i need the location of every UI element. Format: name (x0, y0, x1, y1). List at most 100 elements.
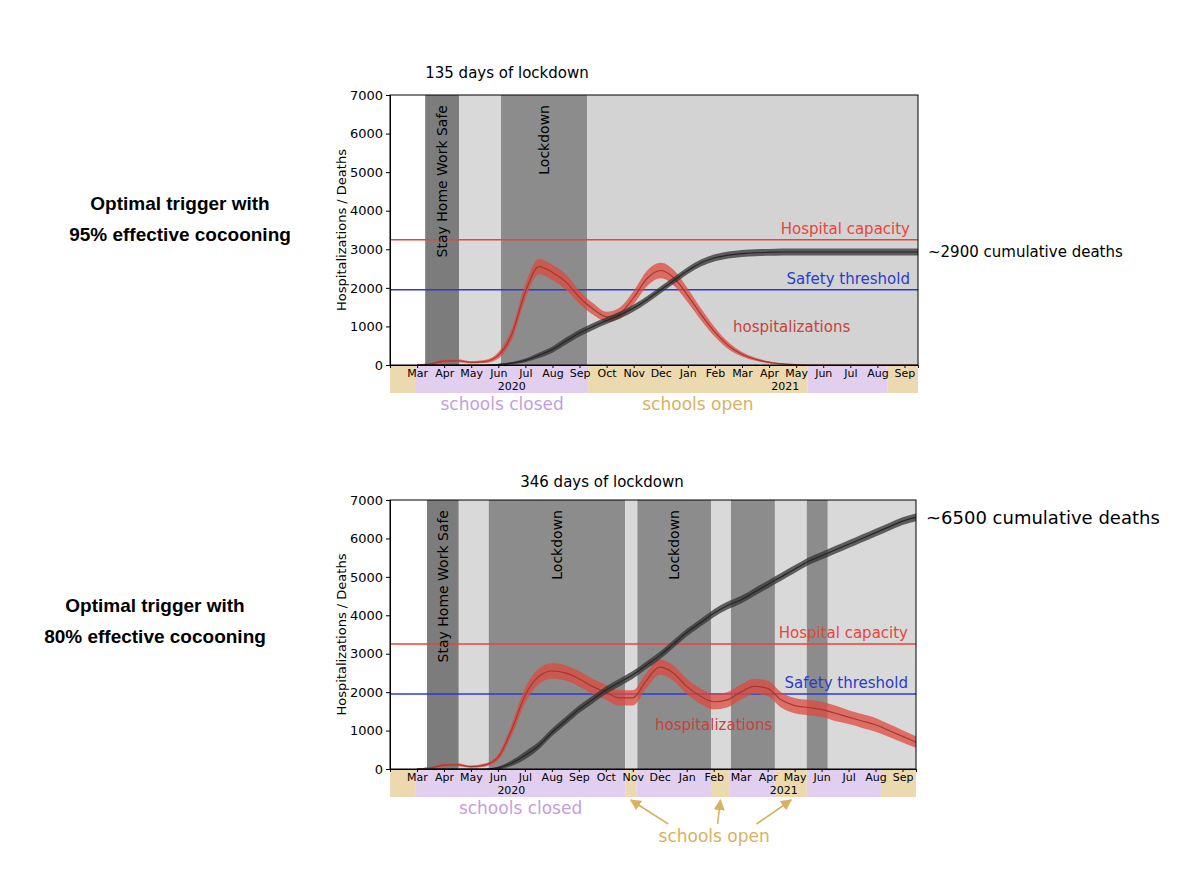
y-tick-label: 7000 (350, 88, 383, 103)
reference-label: Safety threshold (785, 674, 908, 692)
x-tick-label: Jun (812, 771, 830, 784)
reference-line (390, 643, 916, 645)
x-tick: Sep (570, 365, 591, 380)
x-tick: Apr (435, 365, 455, 380)
plot-background (390, 500, 916, 769)
y-tick: 4000 (350, 203, 390, 218)
x-tick-label: Jul (841, 771, 855, 784)
x-tick-label: Oct (597, 771, 617, 784)
period (587, 95, 918, 365)
y-tick-mark (386, 731, 390, 732)
x-tick-label: Jul (518, 771, 532, 784)
x-tick: Jun (489, 769, 507, 784)
series-band (417, 249, 918, 365)
x-tick-label: Aug (867, 367, 888, 380)
school-arrow (757, 800, 792, 824)
x-tick-label: Feb (706, 367, 725, 380)
y-tick-label: 3000 (350, 242, 383, 257)
side-label: 80% effective cocooning (44, 626, 266, 647)
y-tick-mark (386, 211, 390, 212)
year-label: 2021 (771, 380, 799, 393)
x-tick: Jul (518, 365, 532, 380)
y-tick: 4000 (350, 608, 390, 623)
x-tick-label: May (460, 771, 483, 784)
y-tick: 5000 (350, 165, 390, 180)
y-tick: 2000 (350, 685, 390, 700)
y-tick-mark (386, 326, 390, 327)
school-label: schools open (642, 394, 753, 414)
plot-background (390, 95, 918, 365)
y-axis: 01000200030004000500060007000 (350, 88, 391, 373)
year-label: 2020 (498, 380, 526, 393)
period (459, 500, 489, 769)
x-tick-label: Sep (570, 367, 591, 380)
y-tick: 3000 (350, 646, 390, 661)
x-tick-label: Aug (865, 771, 886, 784)
y-tick-mark (386, 95, 390, 96)
x-tick: Jan (679, 365, 697, 380)
x-tick-label: Mar (732, 367, 753, 380)
x-tick-label: Jun (489, 771, 507, 784)
x-tick: Feb (706, 365, 725, 380)
x-tick-label: Jun (489, 367, 507, 380)
x-tick-label: Feb (704, 771, 723, 784)
reference-label: Hospital capacity (779, 624, 908, 642)
x-tick: Aug (867, 365, 888, 380)
school-label: schools closed (459, 798, 582, 818)
period-label: Lockdown (549, 510, 565, 580)
x-tick: Mar (407, 365, 428, 380)
x-tick-label: May (460, 367, 483, 380)
x-tick: Sep (569, 769, 590, 784)
series-line (417, 267, 918, 365)
x-tick: Apr (435, 769, 455, 784)
x-tick-label: Apr (759, 771, 779, 784)
reference-label: Safety threshold (787, 270, 910, 288)
x-tick-label: Oct (598, 367, 618, 380)
x-tick: Mar (732, 365, 753, 380)
x-tick: Apr (759, 769, 779, 784)
plot-frame (390, 95, 918, 365)
y-tick-label: 6000 (350, 126, 383, 141)
y-tick-label: 3000 (350, 646, 383, 661)
plot-marks (390, 95, 918, 365)
school-span (887, 366, 918, 393)
x-tick-label: Jun (814, 367, 832, 380)
x-tick: Nov (623, 365, 645, 380)
x-tick: May (785, 365, 808, 380)
x-tick: Jun (814, 365, 832, 380)
x-tick: May (784, 769, 807, 784)
series-band (417, 659, 916, 769)
x-tick-label: Sep (569, 771, 590, 784)
x-tick: May (460, 365, 483, 380)
page-background (0, 0, 1200, 874)
y-tick-label: 5000 (350, 165, 383, 180)
x-axis: MarAprMayJunJulAugSepOctNovDecJanFebMarA… (391, 769, 917, 784)
x-tick: Jan (678, 769, 696, 784)
x-tick-label: Mar (407, 771, 428, 784)
panel: Stay Home Work SafeLockdownLockdownHospi… (44, 473, 1160, 846)
y-tick-mark (386, 172, 390, 173)
y-tick-label: 4000 (350, 203, 383, 218)
y-tick: 3000 (350, 242, 390, 257)
school-arrow (718, 800, 721, 824)
side-label: Optimal trigger with (65, 595, 244, 616)
series-label: ~6500 cumulative deaths (926, 507, 1160, 528)
x-tick-label: Nov (623, 771, 645, 784)
period (425, 95, 459, 365)
x-tick-label: May (784, 771, 807, 784)
x-tick: Jun (489, 365, 507, 380)
school-span (416, 770, 625, 797)
y-tick-mark (386, 365, 390, 366)
x-tick-label: Mar (731, 771, 752, 784)
y-tick-mark (386, 249, 390, 250)
period-label: Stay Home Work Safe (434, 105, 450, 257)
x-tick: Jul (518, 769, 532, 784)
title: 135 days of lockdown (425, 64, 589, 82)
y-axis-line (386, 96, 391, 366)
x-tick: Aug (542, 365, 563, 380)
x-tick: Nov (623, 769, 645, 784)
y-tick-label: 2000 (350, 281, 383, 296)
x-tick: Feb (704, 769, 723, 784)
side-label: 95% effective cocooning (69, 224, 291, 245)
period (625, 500, 637, 769)
